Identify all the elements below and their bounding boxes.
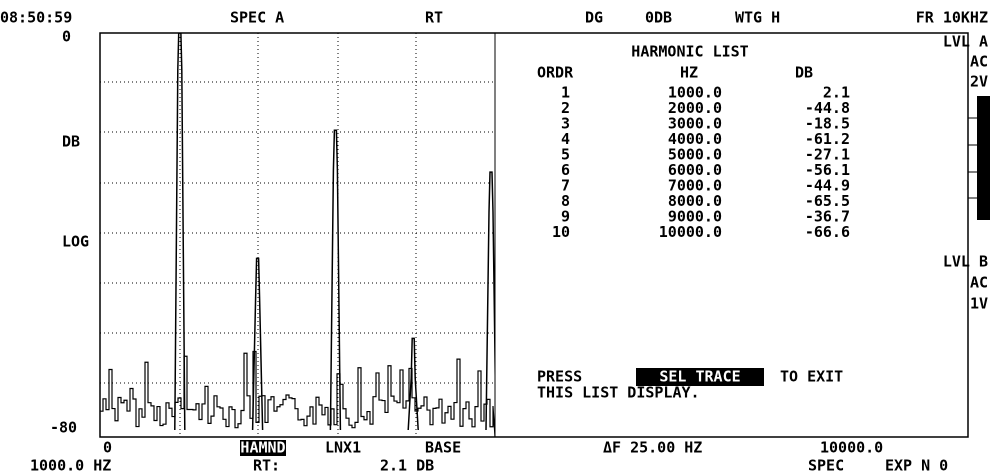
- harmonic-peak: [329, 129, 342, 431]
- harmonic-db: -18.5: [805, 115, 850, 133]
- ref: 0DB: [645, 9, 672, 27]
- harmonic-peak: [407, 337, 419, 431]
- harmonic-db: 2.1: [823, 84, 850, 102]
- column-header: HZ: [680, 64, 698, 82]
- level-coupling: AC: [970, 274, 988, 292]
- harmonic-order: 4: [561, 130, 570, 148]
- harmonic-hz: 6000.0: [668, 161, 722, 179]
- spectrum-trace: [100, 33, 885, 437]
- harmonic-order: 2: [561, 99, 570, 117]
- axis-unit: DB: [62, 133, 80, 151]
- harmonic-peak: [642, 259, 652, 430]
- column-header: DB: [795, 64, 813, 82]
- harmonic-order: 10: [552, 223, 570, 241]
- harmonic-db: -56.1: [805, 161, 850, 179]
- harmonic-db: -66.6: [805, 223, 850, 241]
- harmonic-hz: 2000.0: [668, 99, 722, 117]
- exp: EXP N 0: [885, 457, 948, 473]
- freq-start: 0: [103, 439, 112, 457]
- softkey[interactable]: BASE: [425, 439, 461, 457]
- level-range: 1V: [970, 295, 988, 313]
- axis-scale: LOG: [62, 233, 89, 251]
- harmonic-order: 1: [561, 84, 570, 102]
- harmonic-db: -44.9: [805, 177, 850, 195]
- harmonic-order: 6: [561, 161, 570, 179]
- prompt: THIS LIST DISPLAY.: [537, 384, 700, 402]
- harmonic-hz: 3000.0: [668, 115, 722, 133]
- marker-freq: 1000.0 HZ: [30, 457, 111, 473]
- harmonic-hz: 5000.0: [668, 146, 722, 164]
- rt: RT: [425, 9, 443, 27]
- harmonic-hz: 4000.0: [668, 130, 722, 148]
- harmonic-hz: 7000.0: [668, 177, 722, 195]
- list-title: HARMONIC LIST: [631, 43, 748, 61]
- level-coupling: AC: [970, 53, 988, 71]
- softkey-highlight: [240, 440, 286, 456]
- prompt: TO EXIT: [780, 368, 843, 386]
- time: 08:50:59: [0, 9, 72, 27]
- key-name: SEL TRACE: [659, 368, 740, 386]
- harmonic-peak: [251, 257, 264, 431]
- level-label: LVL B: [943, 253, 988, 271]
- delta-f: ΔF 25.00 HZ: [603, 439, 702, 457]
- mode: SPEC A: [230, 9, 284, 27]
- harmonic-peak: [485, 171, 495, 431]
- harmonic-list: HARMONIC LIST ORDR HZ DB 1 1000.0 2.1 2 2000…: [537, 43, 850, 242]
- harmonic-hz: 9000.0: [668, 208, 722, 226]
- spec: SPEC: [808, 457, 844, 473]
- weighting: WTG H: [735, 9, 780, 27]
- noise-floor: [100, 350, 495, 437]
- harmonic-order: 3: [561, 115, 570, 133]
- harmonic-hz: 10000.0: [659, 223, 722, 241]
- harmonic-order: 9: [561, 208, 570, 226]
- marker-value: 2.1 DB: [380, 457, 434, 473]
- axis-bottom: -80: [50, 419, 77, 437]
- marker-label: RT:: [253, 457, 280, 473]
- plot-frame: [99, 32, 969, 438]
- harmonic-order: 5: [561, 146, 570, 164]
- dg: DG: [585, 9, 603, 27]
- key-highlight: [636, 368, 764, 386]
- harmonic-db: -36.7: [805, 208, 850, 226]
- harmonic-db: -44.8: [805, 99, 850, 117]
- level-label: LVL A: [943, 33, 988, 51]
- softkey[interactable]: HAMND: [240, 439, 285, 457]
- level-meter: [968, 96, 990, 220]
- prompt: PRESS: [537, 368, 582, 386]
- range: FR 10KHZ: [916, 9, 988, 27]
- harmonic-order: 8: [561, 192, 570, 210]
- harmonic-db: -65.5: [805, 192, 850, 210]
- harmonic-hz: 8000.0: [668, 192, 722, 210]
- harmonic-db: -27.1: [805, 146, 850, 164]
- freq-end: 10000.0: [820, 439, 883, 457]
- harmonic-peak: [174, 33, 186, 431]
- column-header: ORDR: [537, 64, 574, 82]
- softkey[interactable]: LNX1: [325, 439, 361, 457]
- harmonic-peak: [875, 365, 885, 430]
- harmonic-db: -61.2: [805, 130, 850, 148]
- harmonic-hz: 1000.0: [668, 84, 722, 102]
- level-range: 2V: [970, 73, 988, 91]
- axis-top: 0: [62, 28, 71, 46]
- harmonic-order: 7: [561, 177, 570, 195]
- harmonic-peak: [797, 219, 807, 430]
- grid: [100, 33, 495, 437]
